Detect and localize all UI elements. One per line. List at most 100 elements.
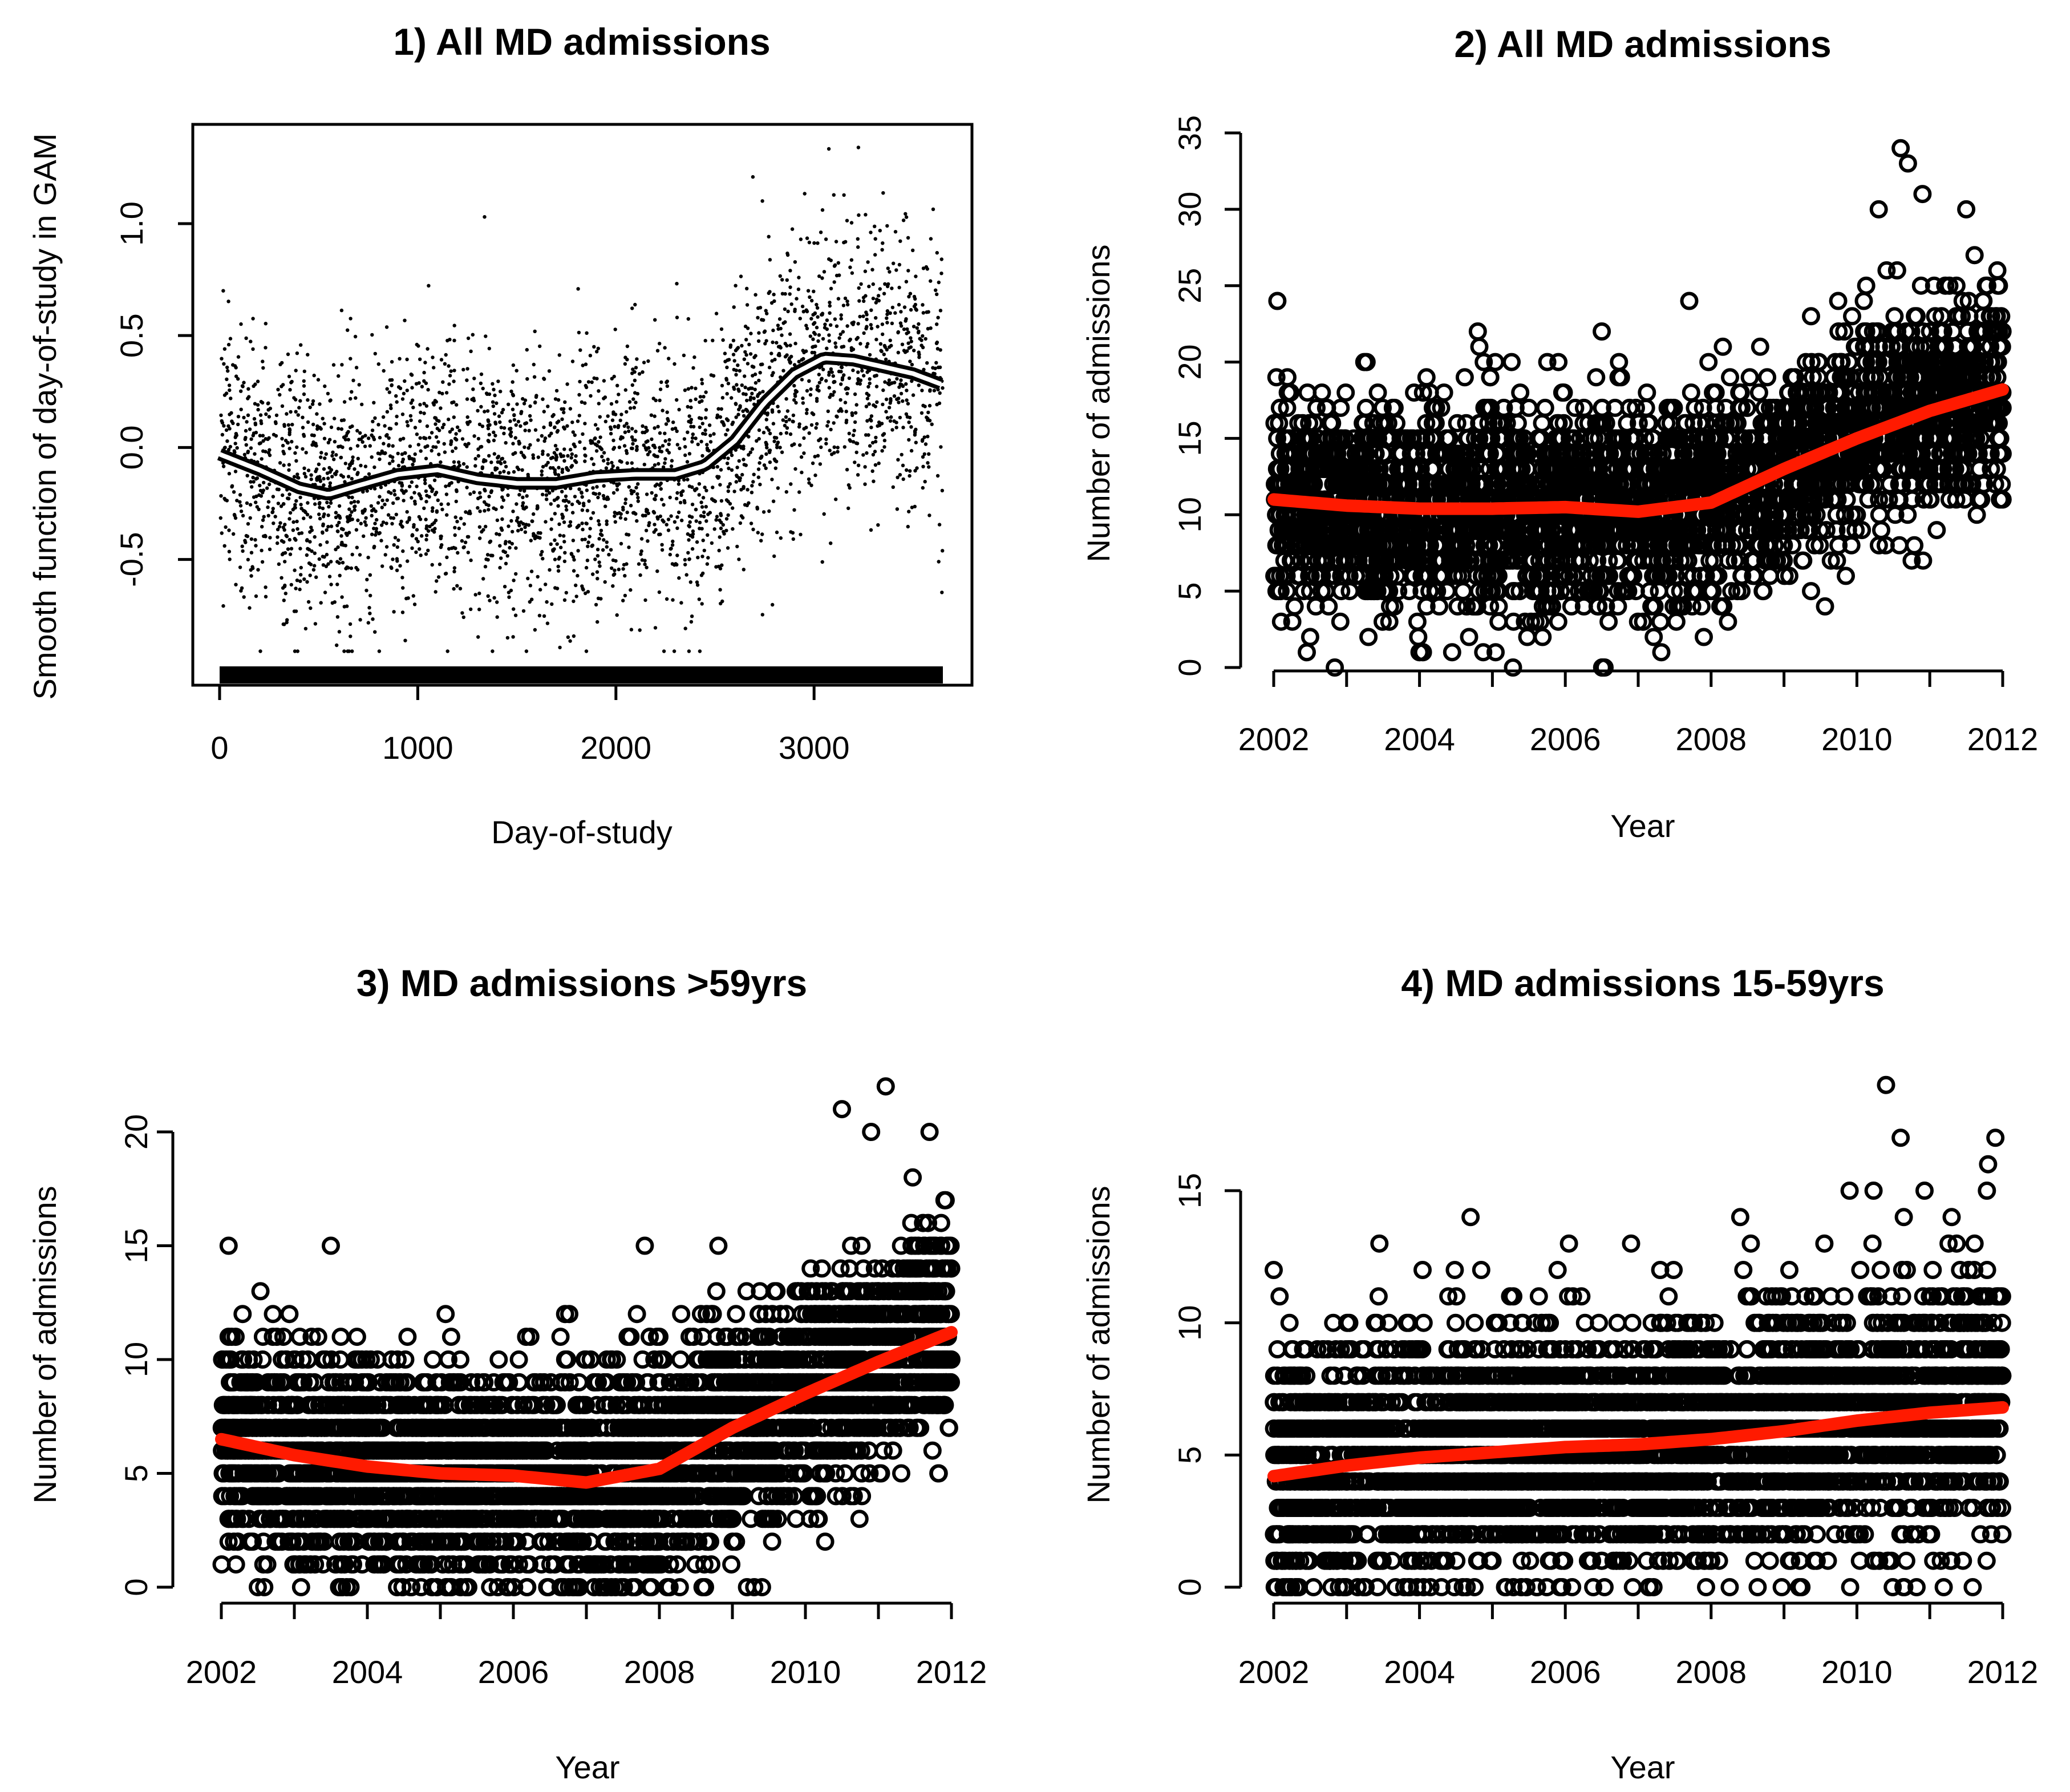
data-point: [703, 486, 707, 490]
data-point: [576, 549, 580, 553]
data-point: [424, 404, 429, 408]
data-point: [254, 500, 258, 504]
data-point: [291, 520, 295, 524]
data-point: [868, 353, 872, 357]
data-point: [825, 346, 829, 350]
data-point: [871, 282, 876, 286]
data-point: [548, 421, 553, 425]
data-point: [339, 308, 344, 313]
data-point: [663, 457, 667, 461]
data-point: [736, 412, 740, 416]
data-point: [904, 280, 909, 284]
data-point: [913, 433, 917, 437]
data-point: [331, 363, 336, 367]
data-point: [677, 510, 681, 515]
data-point: [875, 400, 879, 404]
data-point: [463, 540, 468, 544]
data-point: [321, 416, 325, 420]
data-point: [893, 230, 898, 234]
data-point: [1749, 383, 1768, 402]
data-point: [476, 454, 480, 458]
data-point: [680, 519, 684, 523]
data-point: [792, 363, 797, 367]
data-point: [661, 444, 665, 448]
data-point: [689, 620, 694, 624]
data-point: [784, 431, 789, 435]
data-point: [819, 437, 823, 441]
data-point: [688, 580, 693, 584]
data-point: [816, 385, 820, 389]
data-point: [521, 397, 525, 401]
data-point: [753, 387, 757, 391]
data-point: [751, 527, 755, 532]
data-point: [410, 496, 414, 500]
data-point: [888, 338, 892, 342]
data-point: [584, 383, 588, 388]
data-point: [356, 456, 360, 460]
data-point: [574, 594, 578, 598]
data-point: [425, 493, 429, 497]
data-point: [543, 436, 548, 440]
data-point: [677, 407, 681, 412]
data-point: [447, 547, 451, 551]
data-point: [748, 352, 753, 356]
data-point: [403, 379, 407, 383]
data-point: [437, 452, 441, 456]
data-point: [507, 524, 511, 528]
data-point: [317, 512, 321, 516]
data-point: [302, 369, 306, 374]
data-point: [828, 448, 832, 452]
data-point: [434, 491, 439, 495]
data-point: [438, 562, 442, 567]
data-point: [896, 458, 900, 462]
data-point: [760, 532, 764, 536]
data-point: [587, 499, 591, 503]
data-point: [629, 446, 634, 450]
data-point: [655, 482, 659, 487]
data-point: [479, 381, 483, 386]
data-point: [426, 387, 430, 392]
data-point: [419, 449, 423, 453]
data-point: [542, 410, 546, 414]
data-point: [846, 483, 851, 487]
data-point: [629, 488, 633, 493]
data-point: [422, 370, 426, 375]
data-point: [686, 317, 691, 321]
data-point: [383, 451, 387, 455]
data-point: [862, 331, 866, 335]
data-point: [881, 388, 885, 393]
data-point: [1511, 383, 1530, 402]
data-point: [414, 382, 419, 386]
data-point: [603, 419, 608, 423]
data-point: [347, 507, 351, 511]
data-point: [501, 407, 505, 412]
data-point: [343, 462, 347, 466]
data-point: [683, 388, 687, 393]
data-point: [391, 501, 395, 505]
data-point: [424, 456, 428, 460]
data-point: [386, 513, 391, 517]
data-point: [726, 513, 730, 517]
data-point: [634, 366, 638, 370]
data-point: [374, 529, 378, 534]
data-point: [854, 450, 858, 455]
data-point: [283, 560, 287, 564]
data-point: [735, 466, 739, 470]
data-point: [882, 292, 886, 296]
data-point: [222, 347, 227, 351]
data-point: [353, 334, 358, 339]
data-point: [625, 461, 629, 465]
data-point: [669, 464, 674, 468]
data-point: [791, 413, 796, 418]
data-point: [281, 450, 285, 454]
data-point: [756, 531, 760, 535]
data-point: [630, 427, 634, 431]
data-point: [465, 415, 469, 419]
data-point: [339, 455, 343, 460]
data-point: [552, 451, 557, 455]
data-point: [504, 561, 508, 565]
data-point: [363, 507, 367, 512]
data-point: [234, 582, 238, 586]
data-point: [724, 517, 729, 521]
data-point: [368, 593, 372, 598]
